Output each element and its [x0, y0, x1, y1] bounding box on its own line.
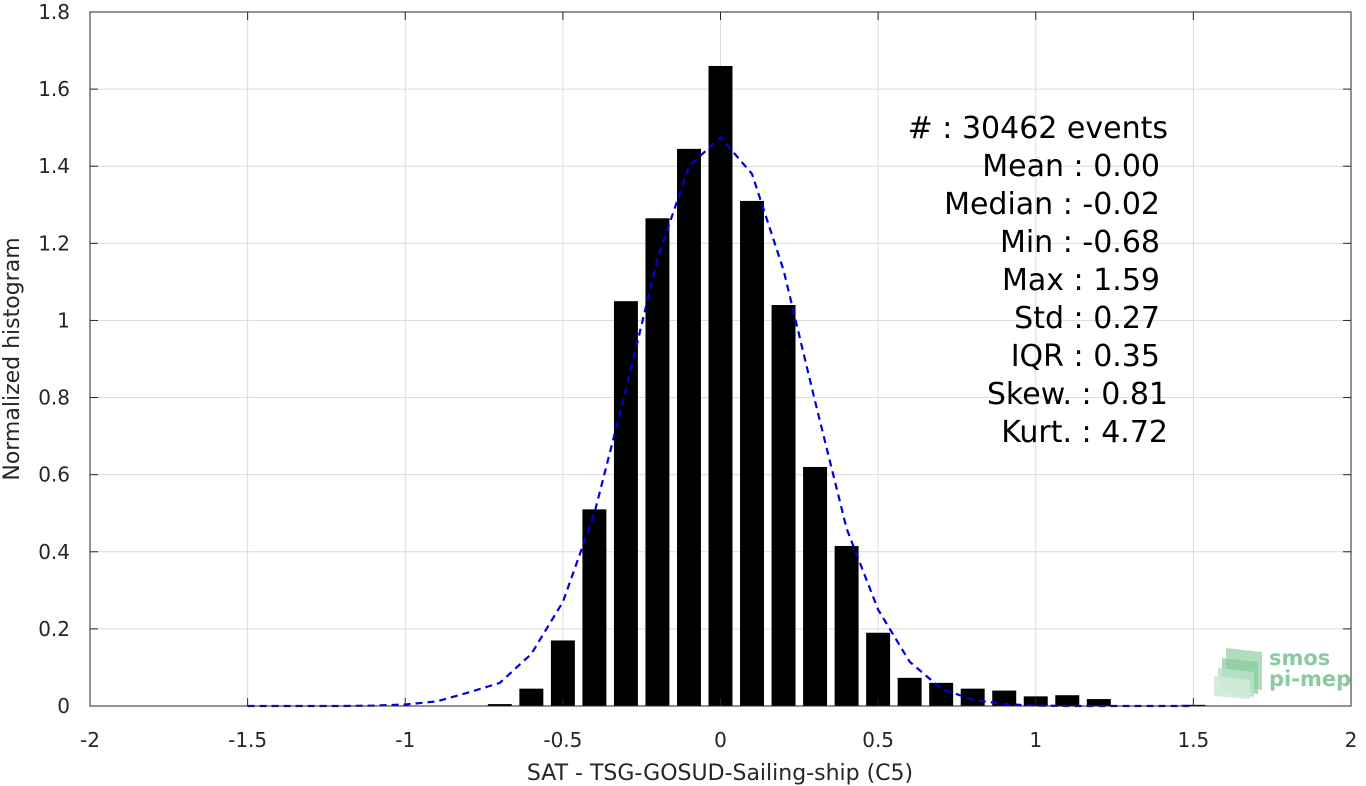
- histogram-bar: [866, 632, 891, 706]
- histogram-bar: [1086, 699, 1111, 706]
- histogram-bar: [929, 682, 954, 706]
- smos-pimep-logo: smos pi-mep: [1214, 646, 1351, 699]
- histogram-bar: [1055, 695, 1080, 706]
- y-tick-label: 0: [57, 694, 70, 718]
- y-tick-label: 1.4: [38, 154, 70, 178]
- histogram-bar: [550, 640, 575, 706]
- stat-events: # : 30462 events: [908, 111, 1168, 146]
- histogram-bar: [487, 704, 512, 706]
- x-tick-label: -0.5: [543, 728, 582, 752]
- stat-max: Max : 1.59: [1002, 263, 1160, 298]
- stat-kurt: Kurt. : 4.72: [1001, 415, 1168, 450]
- x-tick-label: 0.5: [862, 728, 894, 752]
- y-tick-label: 0.6: [38, 463, 70, 487]
- histogram-bar: [803, 466, 828, 706]
- y-tick-label: 0.4: [38, 540, 70, 564]
- histogram-bar: [960, 688, 985, 706]
- x-tick-label: -1.5: [228, 728, 267, 752]
- x-tick-label: 0: [714, 728, 727, 752]
- histogram-bar: [645, 218, 670, 706]
- x-tick-label: 2: [1345, 728, 1358, 752]
- axis-ticks: [89, 11, 1352, 707]
- logo-text-smos: smos: [1269, 646, 1330, 670]
- y-axis-title: Normalized histogram: [0, 237, 25, 480]
- logo-emblem-icon: [1214, 648, 1262, 699]
- y-tick-label: 1: [57, 308, 70, 332]
- histogram-bar: [676, 148, 701, 707]
- y-tick-label: 1.8: [38, 0, 70, 24]
- histogram-bar: [992, 690, 1017, 706]
- y-tick-label: 1.6: [38, 77, 70, 101]
- x-tick-labels: -2 -1.5 -1 -0.5 0 0.5 1 1.5 2: [80, 728, 1357, 752]
- stat-min: Min : -0.68: [1000, 225, 1160, 260]
- histogram-bar: [834, 545, 859, 706]
- histogram-bar: [897, 677, 922, 706]
- stat-iqr: IQR : 0.35: [1011, 339, 1160, 374]
- x-tick-label: 1: [1029, 728, 1042, 752]
- histogram-bar: [613, 301, 638, 706]
- logo-text-pimep: pi-mep: [1269, 667, 1351, 691]
- x-tick-label: -2: [80, 728, 100, 752]
- stat-skew: Skew. : 0.81: [987, 377, 1168, 412]
- y-tick-label: 0.2: [38, 617, 70, 641]
- x-tick-label: -1: [395, 728, 415, 752]
- y-tick-labels: 0 0.2 0.4 0.6 0.8 1 1.2 1.4 1.6 1.8: [38, 0, 70, 718]
- y-tick-label: 1.2: [38, 231, 70, 255]
- y-tick-label: 0.8: [38, 386, 70, 410]
- stat-std: Std : 0.27: [1014, 301, 1160, 336]
- stat-median: Median : -0.02: [944, 187, 1160, 222]
- stat-mean: Mean : 0.00: [982, 149, 1160, 184]
- x-tick-label: 1.5: [1177, 728, 1209, 752]
- stats-annotation: # : 30462 events Mean : 0.00 Median : -0…: [908, 111, 1168, 450]
- histogram-bar: [771, 305, 796, 706]
- histogram-bars: [487, 65, 1206, 707]
- histogram-bar: [740, 200, 765, 706]
- x-axis-title: SAT - TSG-GOSUD-Sailing-ship (C5): [527, 761, 913, 786]
- histogram-bar: [582, 509, 607, 706]
- histogram-bar: [708, 65, 733, 706]
- histogram-bar: [519, 688, 544, 706]
